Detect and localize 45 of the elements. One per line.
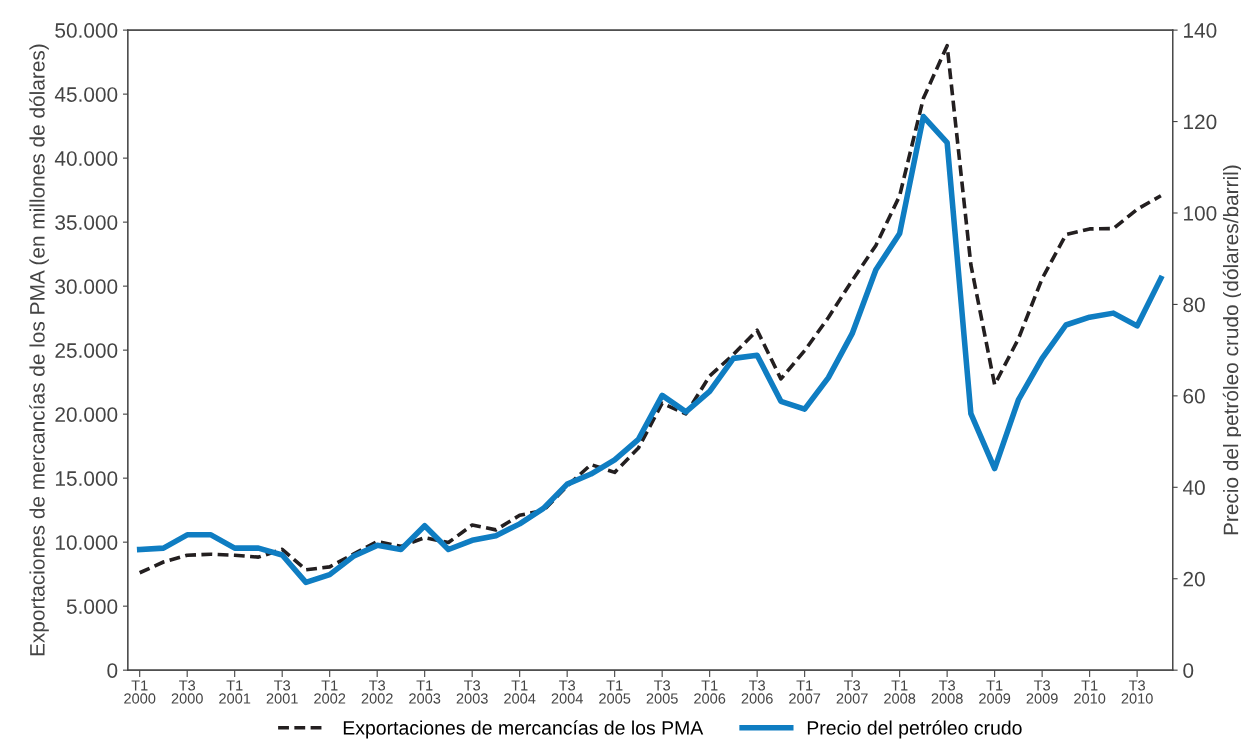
- x-tick-label: T1 2007: [789, 680, 821, 704]
- x-tick-label: T1 2009: [979, 680, 1011, 704]
- x-tick-label: T3 2000: [171, 680, 203, 704]
- x-tick-label: T3 2003: [456, 680, 488, 704]
- y2-tick-label: 40: [1182, 480, 1205, 496]
- x-tick-label: T1 2001: [219, 680, 251, 704]
- y-tick-label: 50.000: [55, 23, 118, 38]
- y-tick-label: 25.000: [55, 343, 118, 358]
- y-tick-label: 45.000: [54, 87, 118, 102]
- y-tick-label: 5.000: [66, 599, 118, 614]
- x-tick-label: T3 2002: [361, 680, 393, 704]
- y-tick-label: 35.000: [55, 215, 118, 230]
- legend-label: Precio del petróleo crudo: [807, 720, 1022, 739]
- x-tick-label: T1 2004: [504, 680, 536, 704]
- x-tick-label: T3 2009: [1026, 680, 1058, 704]
- x-tick-label: T3 2001: [266, 680, 298, 704]
- line-series: [137, 43, 1163, 575]
- y-tick-label: 40.000: [54, 151, 118, 166]
- y-tick-label: 30.000: [55, 279, 118, 294]
- y2-tick-label: 60: [1183, 388, 1205, 404]
- x-tick-label: T3 2010: [1121, 680, 1153, 704]
- x-tick-label: T1 2010: [1074, 680, 1106, 704]
- y-tick-label: 10.000: [55, 535, 118, 550]
- x-tick-label: T3 2008: [931, 680, 963, 704]
- x-tick-label: T3 2004: [551, 680, 583, 704]
- y-axis-title: Exportaciones de mercancías de los PMA (en millones de dólares): [29, 44, 49, 656]
- y2-tick-label: 80: [1183, 297, 1205, 313]
- x-tick-label: T3 2005: [646, 680, 678, 704]
- x-tick-label: T1 2006: [694, 680, 726, 704]
- y2-tick-label: 140: [1184, 23, 1217, 38]
- y-tick-label: 20.000: [55, 407, 118, 422]
- x-tick-label: T3 2006: [741, 680, 773, 704]
- y2-tick-label: 100: [1184, 205, 1217, 221]
- y-tick-label: 15.000: [55, 471, 118, 486]
- y2-tick-label: 120: [1184, 114, 1217, 130]
- x-tick-label: T3 2007: [836, 680, 868, 704]
- x-tick-label: T1 2002: [314, 680, 346, 704]
- y-tick-label: 0: [107, 663, 118, 678]
- y2-tick-label: 20: [1183, 571, 1205, 587]
- x-tick-label: T1 2003: [409, 680, 441, 704]
- y2-tick-label: 0: [1183, 663, 1194, 678]
- x-tick-label: T1 2005: [599, 680, 631, 704]
- legend-label: Exportaciones de mercancías de los PMA: [343, 720, 704, 739]
- x-tick-label: T1 2008: [884, 680, 916, 704]
- x-tick-label: T1 2000: [124, 680, 156, 704]
